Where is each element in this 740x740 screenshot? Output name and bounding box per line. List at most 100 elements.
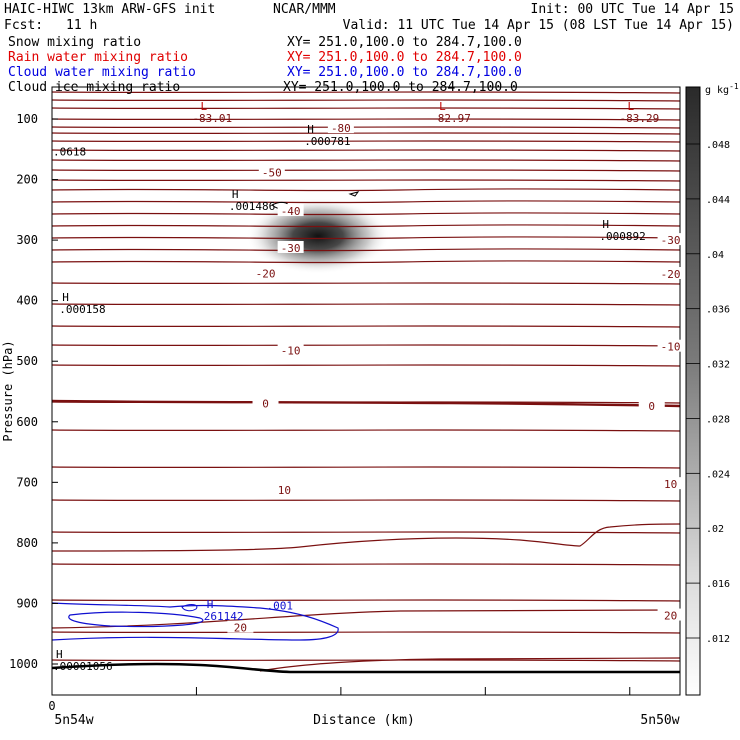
y-tick-label: 500 (16, 354, 38, 368)
temperature-isotherm (52, 429, 680, 432)
cloud-water-contours (52, 602, 339, 641)
extremum-value: .000892 (599, 230, 645, 243)
center-label: NCAR/MMM (273, 2, 336, 17)
temperature-isotherm (52, 224, 680, 228)
temperature-isotherm (52, 169, 680, 172)
temperature-label-background (252, 396, 279, 409)
plot-frame (51, 86, 681, 696)
temperature-label-background (252, 266, 279, 279)
extremum-value: .00001056 (53, 660, 113, 673)
colorbar-tick-label: .012 (706, 634, 730, 645)
temperature-isotherm (52, 159, 680, 162)
temperature-label-background (327, 121, 354, 134)
extremum-marker: L (200, 100, 207, 113)
temperature-label-background (277, 343, 304, 356)
temperature-isotherm (52, 563, 680, 566)
temperature-isotherm (52, 107, 680, 110)
temperature-isotherm (52, 132, 680, 135)
extremum-value: -83.01 (192, 112, 232, 125)
y-tick-label: 700 (16, 475, 38, 489)
colorbar-gradient (685, 86, 701, 696)
field-rain-name: Rain water mixing ratio (8, 50, 189, 65)
extremum-marker: L (627, 100, 634, 113)
extremum-marker: H (307, 123, 314, 136)
temperature-isotherm (52, 599, 680, 602)
x-endpoint-left: 5n54w (54, 713, 93, 728)
temperature-isotherm (52, 149, 680, 152)
field-snow-name: Snow mixing ratio (8, 35, 142, 50)
temperature-label-background (258, 165, 285, 178)
field-cloud-water-name: Cloud water mixing ratio (8, 65, 196, 80)
field-cloud-ice-xy: XY= 251.0,100.0 to 284.7,100.0 (283, 80, 518, 95)
temperature-label-background (638, 399, 665, 412)
temperature-isotherm (52, 118, 680, 121)
temperature-isotherm (52, 364, 680, 367)
y-tick-label: 600 (16, 415, 38, 429)
extremum-value: -83.29 (619, 112, 659, 125)
colorbar-tick-label: .04 (706, 250, 724, 261)
colorbar: .048 .044 .04 .036 .032 .028 .024 .02 .016 .012 g… (685, 82, 739, 696)
colorbar-tick-label: .048 (706, 140, 730, 151)
temperature-label-background (277, 204, 304, 217)
snow-mixing-ratio-shading (246, 198, 390, 274)
terrain-line (52, 662, 680, 674)
colorbar-tick-label: .016 (706, 579, 730, 590)
temperature-isotherm (52, 200, 680, 204)
temperature-isotherm (52, 179, 680, 182)
forecast-label: Fcst: (4, 18, 44, 33)
temperature-isotherm (52, 248, 680, 252)
temperature-isotherm (52, 236, 680, 240)
temperature-label-background (657, 267, 684, 280)
temperature-isotherm (52, 126, 680, 129)
y-axis-label: Pressure (hPa) (1, 340, 15, 441)
zero-isotherm (52, 399, 680, 408)
extremum-marker: H (207, 598, 214, 611)
field-rain-xy: XY= 251.0,100.0 to 284.7,100.0 (287, 50, 522, 65)
temperature-isotherm (52, 303, 680, 306)
extremum-value: 261142 (204, 610, 244, 623)
temperature-label-background (227, 620, 254, 633)
temperature-isotherm (259, 657, 680, 672)
field-snow-xy: XY= 251.0,100.0 to 284.7,100.0 (287, 35, 522, 50)
extremum-value: .000158 (59, 303, 105, 316)
extremum-marker: H (602, 218, 609, 231)
extremum-value: .000781 (304, 135, 350, 148)
y-tick-label: 800 (16, 536, 38, 550)
cloud-water-contour (181, 604, 198, 612)
colorbar-tick-label: .036 (706, 305, 730, 316)
extremum-marker: H (232, 188, 239, 201)
field-cloud-ice-name: Cloud ice mixing ratio (8, 80, 181, 95)
temperature-isotherm (52, 140, 680, 143)
temperature-label-background (657, 233, 684, 246)
temperature-isotherm (52, 344, 680, 347)
init-time: Init: 00 UTC Tue 14 Apr 15 (530, 2, 735, 17)
extremum-marker: H (56, 648, 63, 661)
extremum-marker: H (62, 291, 69, 304)
colorbar-tick-label: .044 (706, 195, 730, 206)
temperature-label-background (657, 339, 684, 352)
temperature-isotherm (52, 99, 680, 102)
extremum-value: .0618 (53, 145, 86, 158)
temperature-label: 10 (278, 484, 291, 497)
y-tick-label: 100 (16, 112, 38, 126)
temperature-isotherm (52, 212, 680, 216)
temperature-isotherm (52, 282, 680, 285)
model-title: HAIC-HIWC 13km ARW-GFS init (4, 2, 216, 17)
temperature-label: 0 (262, 398, 269, 411)
temperature-isotherm (52, 466, 680, 469)
y-axis: 100 200 300 400 500 600 700 800 900 1000 (9, 112, 58, 671)
y-tick-label: 200 (16, 173, 38, 187)
temperature-label: 20 (664, 610, 677, 623)
temperature-isotherm (52, 325, 680, 328)
x-endpoint-right: 5n50w (640, 713, 679, 728)
extremum-marker: L (439, 100, 446, 113)
temperature-contours (52, 91, 680, 672)
contour-annotations: -80-50-40-30-30-20 -20-10 -100 010 102020L-8… (53, 100, 684, 673)
colorbar-tick-label: .02 (706, 524, 724, 535)
temperature-label-background (657, 477, 684, 490)
temperature-label: -40 (281, 205, 301, 218)
temperature-label: 0 (648, 400, 655, 413)
field-cloud-water-xy: XY= 251.0,100.0 to 284.7,100.0 (287, 65, 522, 80)
temperature-label-background (277, 240, 304, 253)
